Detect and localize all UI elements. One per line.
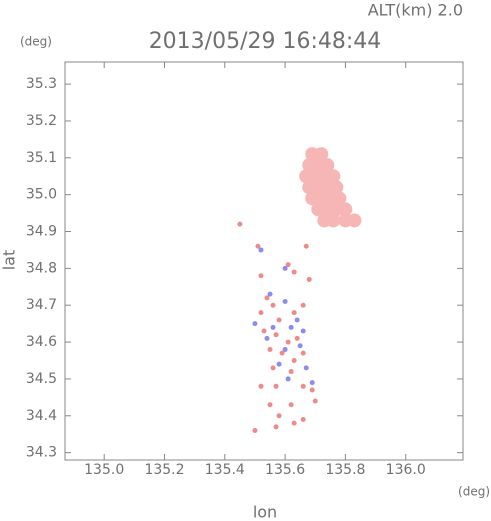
echo-point bbox=[297, 343, 303, 349]
echo-point bbox=[303, 243, 309, 249]
echo-point bbox=[282, 346, 288, 352]
x-tick-label: 135.8 bbox=[325, 462, 365, 478]
echo-point bbox=[261, 328, 267, 334]
y-tick-label: 34.7 bbox=[26, 297, 57, 313]
y-tick-label: 34.4 bbox=[26, 408, 57, 424]
echo-point bbox=[288, 324, 294, 330]
echo-point bbox=[312, 398, 318, 404]
echo-point bbox=[252, 428, 258, 434]
echo-point bbox=[291, 269, 297, 275]
echo-point bbox=[282, 299, 288, 305]
echo-point bbox=[332, 191, 347, 206]
y-tick-label: 35.3 bbox=[26, 76, 57, 92]
y-unit: (deg) bbox=[20, 35, 52, 49]
echo-point bbox=[276, 317, 282, 323]
y-tick-label: 34.8 bbox=[26, 260, 57, 276]
echo-point bbox=[294, 317, 300, 323]
y-axis-label: lat bbox=[0, 250, 19, 271]
y-tick-label: 34.3 bbox=[26, 445, 57, 461]
echo-point bbox=[291, 420, 297, 426]
y-tick-label: 35.1 bbox=[26, 150, 57, 166]
echo-point bbox=[326, 213, 341, 228]
echo-point bbox=[279, 350, 285, 356]
y-tick-label: 34.9 bbox=[26, 224, 57, 240]
echo-point bbox=[320, 158, 335, 173]
echo-point bbox=[309, 387, 315, 393]
echo-point bbox=[273, 424, 279, 430]
echo-point bbox=[258, 383, 264, 389]
x-tick-label: 136.0 bbox=[386, 462, 426, 478]
echo-point bbox=[267, 346, 273, 352]
echo-point bbox=[303, 365, 309, 371]
echo-point bbox=[270, 365, 276, 371]
echo-point bbox=[309, 380, 315, 386]
echo-point bbox=[300, 302, 306, 308]
y-tick-label: 34.5 bbox=[26, 371, 57, 387]
echo-point bbox=[273, 383, 279, 389]
altitude-label: ALT(km) 2.0 bbox=[368, 1, 463, 20]
y-tick-label: 34.6 bbox=[26, 334, 57, 350]
echo-point bbox=[314, 147, 329, 162]
echo-point bbox=[300, 350, 306, 356]
echo-point bbox=[270, 302, 276, 308]
echo-point bbox=[300, 328, 306, 334]
y-tick-label: 35.2 bbox=[26, 113, 57, 129]
echo-point bbox=[258, 310, 264, 316]
echo-point bbox=[252, 321, 258, 327]
y-tick-label: 35.0 bbox=[26, 187, 57, 203]
echo-point bbox=[264, 295, 270, 301]
echo-point bbox=[276, 413, 282, 419]
echo-point bbox=[300, 383, 306, 389]
echo-point bbox=[285, 339, 291, 345]
echo-point bbox=[285, 262, 291, 268]
x-tick-label: 135.0 bbox=[84, 462, 124, 478]
echo-point bbox=[267, 291, 273, 297]
echo-point bbox=[294, 335, 300, 341]
echo-point bbox=[338, 202, 353, 217]
echo-point bbox=[258, 273, 264, 279]
echo-point bbox=[255, 243, 261, 249]
plot-frame bbox=[64, 61, 464, 461]
x-tick-label: 135.6 bbox=[265, 462, 305, 478]
echo-point bbox=[267, 402, 273, 408]
echo-point bbox=[237, 221, 243, 227]
echo-point bbox=[285, 376, 291, 382]
x-axis-label: lon bbox=[253, 503, 277, 521]
echo-point bbox=[264, 335, 270, 341]
chart-title: 2013/05/29 16:48:44 bbox=[149, 29, 382, 54]
x-unit: (deg) bbox=[458, 485, 490, 499]
echo-point bbox=[291, 310, 297, 316]
echo-point bbox=[291, 358, 297, 363]
echo-point bbox=[326, 169, 341, 184]
echo-point bbox=[347, 213, 362, 228]
echo-point bbox=[282, 265, 288, 271]
echo-point bbox=[288, 369, 294, 375]
echo-point bbox=[276, 361, 282, 367]
echo-point bbox=[270, 324, 276, 330]
echo-point bbox=[329, 180, 344, 195]
x-tick-label: 135.2 bbox=[144, 462, 184, 478]
x-tick-label: 135.4 bbox=[205, 462, 245, 478]
echo-point bbox=[273, 332, 279, 338]
echo-point bbox=[258, 247, 264, 253]
echo-point bbox=[300, 416, 306, 422]
echo-point bbox=[288, 402, 294, 408]
echo-point bbox=[306, 276, 312, 282]
